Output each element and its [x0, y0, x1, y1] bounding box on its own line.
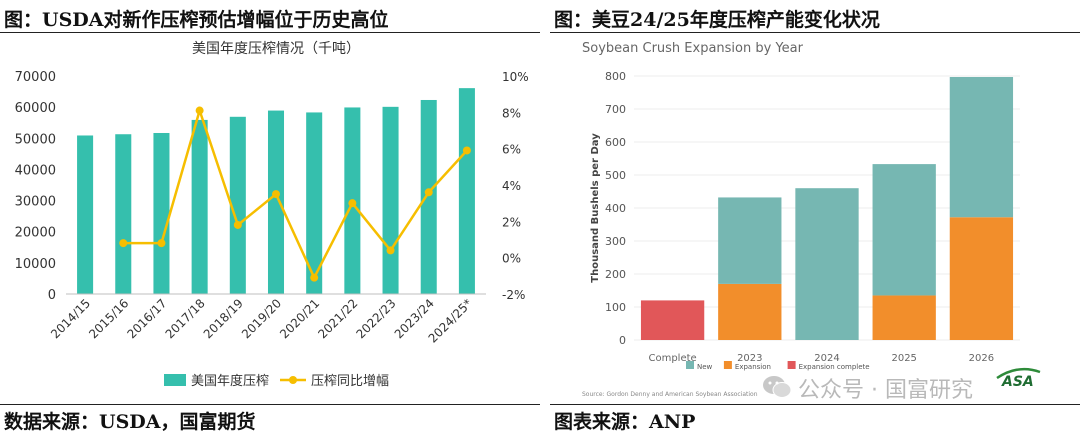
- legend-label-crush: 美国年度压榨: [191, 373, 269, 389]
- crush-bar: [382, 106, 399, 295]
- y-right-tick-label: 2%: [502, 215, 521, 229]
- right-top-rule: [550, 32, 1080, 33]
- watermark: 公众号 · 国富研究: [762, 372, 973, 404]
- growth-point: [195, 106, 204, 115]
- crush-bar: [458, 88, 475, 294]
- asa-logo-text: ASA: [1001, 374, 1034, 390]
- bar-expansion-complete: [640, 300, 705, 340]
- x-tick-label: 2021/22: [315, 296, 360, 341]
- y-tick-label: 700: [605, 103, 626, 116]
- legend-label-growth: 压榨同比增幅: [311, 373, 389, 389]
- growth-line: [123, 106, 468, 281]
- bar-new: [795, 188, 859, 340]
- bar-new: [872, 164, 936, 296]
- x-tick-label: 2015/16: [86, 296, 131, 341]
- x-tick-label: 2026: [969, 353, 994, 364]
- y-left-tick-label: 20000: [15, 226, 56, 241]
- growth-point: [424, 188, 433, 197]
- growth-point: [119, 239, 128, 248]
- left-caption-top: 图：USDA对新作压榨预估增幅位于历史高位: [4, 9, 389, 31]
- watermark-text: 公众号 · 国富研究: [798, 378, 973, 403]
- bar-expansion: [872, 295, 936, 340]
- crush-bar: [420, 99, 437, 294]
- x-tick-label: Complete: [648, 353, 696, 364]
- left-top-rule: [0, 32, 540, 33]
- y-right-tick-label: 6%: [502, 143, 521, 157]
- x-tick-label: 2025: [891, 353, 916, 364]
- x-tick-label: 2016/17: [124, 296, 169, 341]
- capacity-chart: Soybean Crush Expansion by Year 0 100 200 30…: [582, 41, 1041, 398]
- legend-label: Expansion complete: [799, 363, 870, 371]
- crush-bar: [229, 116, 246, 294]
- chart2-title: Soybean Crush Expansion by Year: [582, 41, 804, 56]
- x-tick-label: 2017/18: [163, 296, 208, 341]
- left-bottom-rule: [0, 404, 540, 405]
- crush-chart: 美国年度压榨情况（千吨） 0 10000 20000 30000 40000 50000 60…: [15, 40, 529, 389]
- y-left-tick-label: 30000: [15, 195, 56, 210]
- y-tick-label: 500: [605, 169, 626, 182]
- legend-label: New: [697, 363, 713, 371]
- y-axis-label: Thousand Bushels per Day: [590, 133, 601, 283]
- x-tick-label: 2024: [814, 353, 839, 364]
- y-tick-label: 400: [605, 202, 626, 215]
- x-tick-label: 2020/21: [277, 296, 322, 341]
- chart1-title: 美国年度压榨情况（千吨）: [192, 40, 360, 57]
- growth-point: [348, 199, 357, 208]
- growth-point: [233, 220, 242, 229]
- y-right-tick-label: 0%: [502, 252, 521, 266]
- bar-expansion: [718, 283, 782, 340]
- growth-point: [386, 246, 395, 255]
- x-tick-label: 2022/23: [354, 296, 399, 341]
- wechat-icon: [763, 376, 792, 398]
- legend-swatch: [686, 361, 694, 369]
- y-left-tick-label: 60000: [15, 101, 56, 116]
- legend-swatch: [787, 361, 796, 369]
- right-caption-top: 图：美豆24/25年度压榨产能变化状况: [554, 9, 880, 31]
- legend-label: Expansion: [735, 363, 771, 371]
- y-tick-label: 800: [605, 70, 626, 83]
- x-tick-label: 2018/19: [201, 296, 246, 341]
- y-left-tick-label: 10000: [15, 257, 56, 272]
- y-right-tick-label: 8%: [502, 106, 521, 120]
- growth-point: [157, 239, 166, 248]
- x-tick-label: 2019/20: [239, 296, 284, 341]
- bar-expansion: [949, 217, 1014, 340]
- y-tick-label: 200: [605, 268, 626, 281]
- y-left-tick-label: 0: [48, 288, 56, 303]
- y-left-tick-label: 50000: [15, 132, 56, 147]
- growth-point: [272, 190, 280, 199]
- legend-swatch-crush: [164, 374, 186, 386]
- x-tick-label: 2023: [737, 353, 762, 364]
- y-tick-label: 300: [605, 235, 626, 248]
- right-panel: 图：美豆24/25年度压榨产能变化状况 Soybean Crush Expans…: [550, 0, 1080, 436]
- y-tick-label: 600: [605, 136, 626, 149]
- asa-logo-swoosh: [996, 367, 1041, 380]
- crush-bar: [77, 135, 94, 294]
- crush-bar: [267, 110, 285, 294]
- y-tick-label: 0: [619, 334, 626, 347]
- growth-point: [310, 273, 319, 282]
- crush-bar: [306, 112, 323, 295]
- crush-bar: [153, 132, 170, 294]
- y-tick-label: 100: [605, 301, 626, 314]
- y-left-tick-label: 40000: [15, 163, 56, 178]
- bar-new: [949, 76, 1014, 218]
- y-right-tick-label: -2%: [502, 288, 525, 302]
- legend-swatch: [723, 361, 732, 369]
- y-left-tick-label: 70000: [15, 70, 56, 85]
- left-panel: 图：USDA对新作压榨预估增幅位于历史高位 美国年度压榨情况（千吨） 0 10000…: [0, 9, 540, 433]
- y-right-tick-label: 4%: [502, 179, 521, 193]
- right-caption-bottom: 图表来源：ANP: [554, 411, 696, 433]
- crush-bar: [191, 119, 208, 294]
- crush-bar: [115, 134, 132, 294]
- right-bottom-rule: [550, 404, 1080, 405]
- growth-point: [462, 146, 471, 155]
- y-right-tick-label: 10%: [502, 70, 529, 84]
- source-note: Source: Gordon Denny and American Soybea…: [582, 391, 758, 398]
- left-caption-bottom: 数据来源：USDA，国富期货: [4, 411, 256, 433]
- bar-new: [718, 197, 782, 284]
- legend-marker-growth: [289, 376, 297, 384]
